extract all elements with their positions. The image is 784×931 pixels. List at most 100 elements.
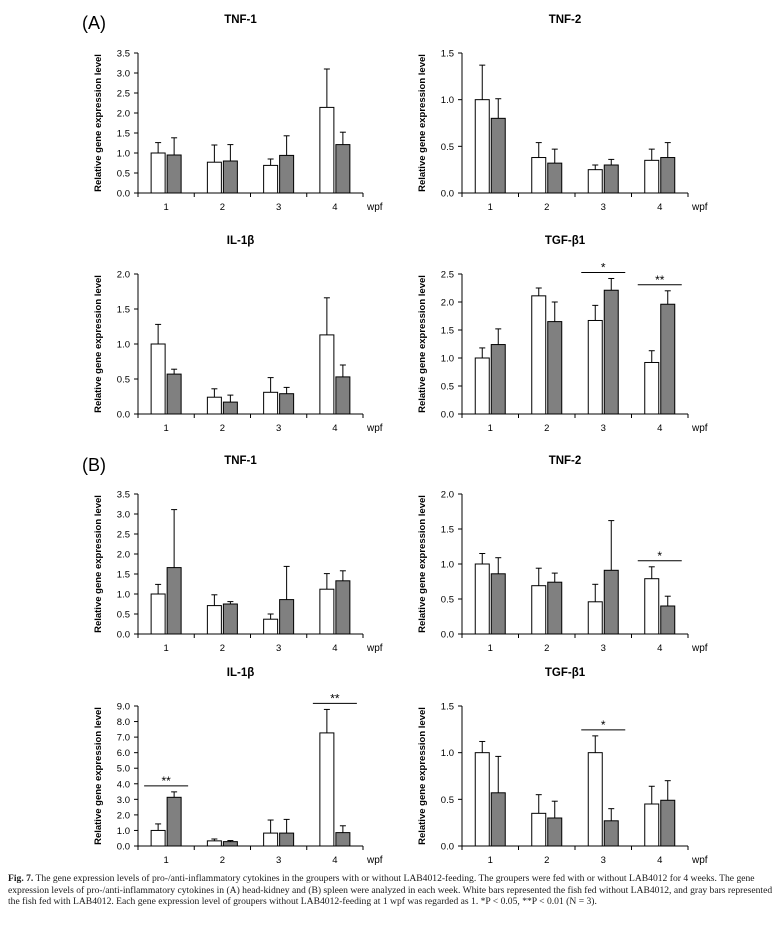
y-tick-label: 1.5	[441, 326, 454, 337]
y-tick-label: 0.0	[117, 410, 130, 421]
x-unit-label: wpf	[366, 855, 383, 866]
chart-4: TGF-β1 Relative gene expression level 0.0 0…	[417, 235, 708, 434]
caption-text: The gene expression levels of pro-/anti-…	[8, 873, 773, 908]
y-tick-label: 6.0	[117, 748, 130, 759]
y-axis-label: Relative gene expression level	[417, 495, 428, 633]
y-tick-label: 0.0	[117, 189, 130, 200]
bar-without-lab4012	[531, 295, 547, 415]
bar-with-lab4012	[660, 605, 676, 635]
bar-without-lab4012	[531, 812, 547, 847]
y-tick-label: 0.5	[441, 795, 454, 806]
y-tick-label: 1.0	[117, 149, 130, 160]
bar-with-lab4012	[490, 344, 506, 415]
x-unit-label: wpf	[691, 202, 708, 213]
bar-without-lab4012	[644, 361, 660, 415]
figure-caption: Fig. 7. The gene expression levels of pr…	[8, 873, 776, 908]
x-tick-label: 1	[488, 643, 493, 654]
x-tick-label: 1	[163, 423, 168, 434]
chart-title: TNF-2	[549, 14, 582, 26]
bar-without-lab4012	[644, 578, 660, 635]
bar-with-lab4012	[279, 154, 295, 194]
bar-without-lab4012	[474, 563, 490, 635]
significance-marker: **	[330, 691, 340, 705]
chart-3: IL-1β Relative gene expression level 0.0 0.…	[93, 235, 383, 434]
bar-with-lab4012	[166, 154, 182, 194]
y-tick-label: 0.0	[117, 630, 130, 641]
bar-without-lab4012	[206, 161, 222, 194]
bar-without-lab4012	[263, 164, 279, 194]
y-tick-label: 0.5	[441, 595, 454, 606]
y-tick-label: 1.5	[117, 570, 130, 581]
bar-with-lab4012	[166, 567, 182, 635]
y-tick-label: 1.0	[117, 340, 130, 351]
significance-marker: *	[657, 549, 662, 563]
y-tick-label: 0.5	[441, 382, 454, 393]
bar-without-lab4012	[319, 334, 335, 415]
y-tick-label: 0.0	[441, 842, 454, 853]
x-tick-label: 4	[332, 855, 337, 866]
bar-with-lab4012	[603, 164, 619, 194]
x-tick-label: 1	[163, 202, 168, 213]
bar-without-lab4012	[587, 601, 603, 635]
x-unit-label: wpf	[691, 643, 708, 654]
y-tick-label: 1.5	[441, 49, 454, 60]
x-tick-label: 1	[163, 855, 168, 866]
chart-7: IL-1β Relative gene expression level 0.0 1.…	[93, 667, 383, 866]
bar-without-lab4012	[587, 169, 603, 194]
bar-without-lab4012	[587, 319, 603, 415]
chart-6: TNF-2 Relative gene expression level 0.0 0.…	[417, 455, 708, 654]
bar-without-lab4012	[150, 593, 166, 635]
bar-with-lab4012	[166, 796, 182, 847]
x-unit-label: wpf	[366, 643, 383, 654]
x-tick-label: 2	[544, 855, 549, 866]
bar-with-lab4012	[660, 799, 676, 847]
chart-title: TNF-1	[224, 455, 257, 467]
bar-with-lab4012	[279, 832, 295, 847]
x-tick-label: 1	[488, 423, 493, 434]
y-tick-label: 0.0	[441, 189, 454, 200]
y-tick-label: 2.0	[117, 550, 130, 561]
x-tick-label: 3	[601, 202, 606, 213]
x-tick-label: 3	[276, 643, 281, 654]
charts-group: TNF-1 Relative gene expression level 0.0 0.…	[93, 14, 708, 866]
caption-figure-label: Fig. 7.	[8, 873, 34, 884]
bar-without-lab4012	[150, 343, 166, 415]
chart-title: TGF-β1	[545, 235, 586, 247]
bar-without-lab4012	[206, 840, 222, 847]
bar-without-lab4012	[319, 588, 335, 635]
y-axis-label: Relative gene expression level	[93, 495, 104, 633]
bar-with-lab4012	[335, 832, 351, 847]
figure-canvas: (A) (B) TNF-1 Relative gene expression le…	[82, 13, 708, 866]
bar-with-lab4012	[490, 117, 506, 194]
bar-with-lab4012	[222, 603, 238, 635]
y-tick-label: 2.0	[117, 270, 130, 281]
panel-label-a: (A)	[82, 13, 106, 33]
y-tick-label: 1.0	[441, 354, 454, 365]
bar-without-lab4012	[150, 152, 166, 194]
x-tick-label: 3	[276, 855, 281, 866]
x-tick-label: 1	[163, 643, 168, 654]
bar-with-lab4012	[490, 573, 506, 635]
bar-without-lab4012	[644, 803, 660, 847]
bar-without-lab4012	[531, 157, 547, 194]
bar-with-lab4012	[166, 373, 182, 415]
y-tick-label: 1.0	[117, 826, 130, 837]
x-tick-label: 3	[601, 855, 606, 866]
y-tick-label: 2.5	[117, 530, 130, 541]
x-tick-label: 4	[657, 423, 662, 434]
y-axis-label: Relative gene expression level	[93, 275, 104, 413]
y-tick-label: 3.0	[117, 795, 130, 806]
bar-without-lab4012	[150, 829, 166, 847]
y-axis-label: Relative gene expression level	[417, 275, 428, 413]
chart-1: TNF-1 Relative gene expression level 0.0 0.…	[93, 14, 383, 213]
y-tick-label: 1.0	[117, 590, 130, 601]
bar-with-lab4012	[660, 157, 676, 194]
x-tick-label: 4	[657, 643, 662, 654]
panel-label-b: (B)	[82, 455, 106, 475]
y-tick-label: 9.0	[117, 702, 130, 713]
chart-8: TGF-β1 Relative gene expression level 0.0 0…	[417, 667, 708, 866]
y-tick-label: 8.0	[117, 717, 130, 728]
bar-with-lab4012	[547, 581, 563, 635]
x-tick-label: 4	[657, 202, 662, 213]
x-tick-label: 3	[601, 643, 606, 654]
